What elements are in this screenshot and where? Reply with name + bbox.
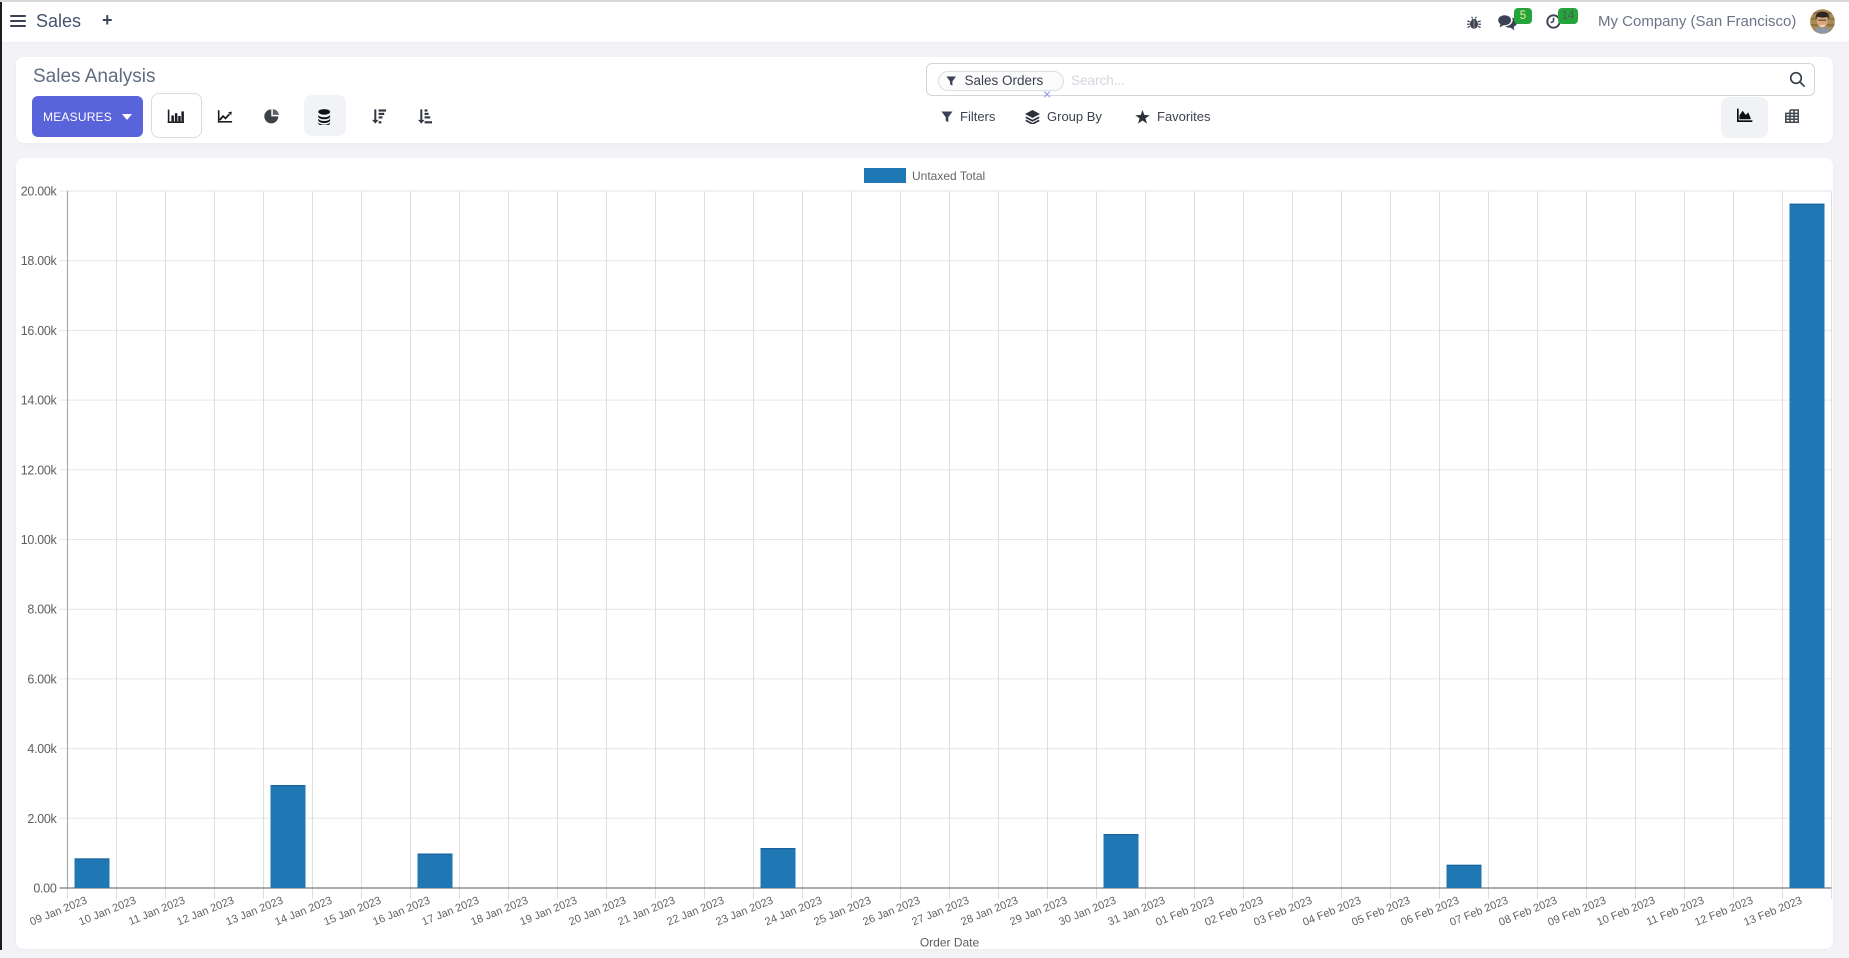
svg-text:6.00k: 6.00k — [27, 672, 57, 686]
svg-text:14.00k: 14.00k — [21, 394, 58, 408]
svg-text:12.00k: 12.00k — [21, 463, 58, 477]
svg-text:4.00k: 4.00k — [27, 742, 57, 756]
svg-text:2.00k: 2.00k — [27, 812, 57, 826]
svg-text:20.00k: 20.00k — [21, 185, 58, 199]
svg-text:0.00: 0.00 — [33, 882, 56, 896]
svg-text:Order Date: Order Date — [920, 936, 980, 950]
svg-text:16.00k: 16.00k — [21, 324, 58, 338]
svg-text:18.00k: 18.00k — [21, 254, 58, 268]
svg-text:10.00k: 10.00k — [21, 533, 58, 547]
svg-text:8.00k: 8.00k — [27, 603, 57, 617]
